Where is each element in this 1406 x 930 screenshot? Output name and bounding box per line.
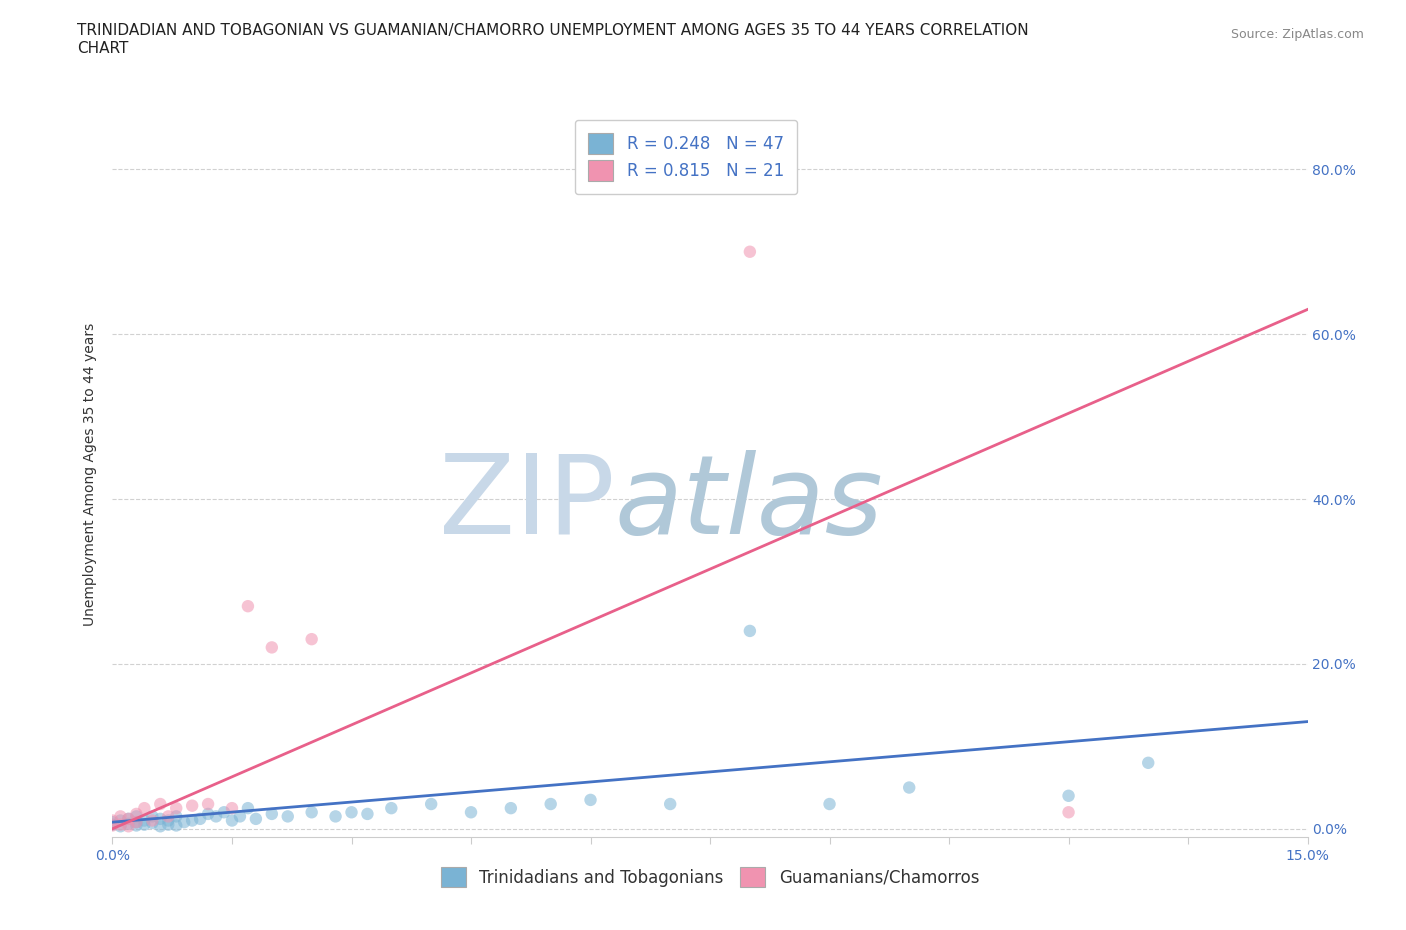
Point — [260, 640, 283, 655]
Point — [134, 801, 156, 816]
Point — [149, 811, 172, 827]
Point — [277, 809, 299, 824]
Point — [197, 806, 219, 821]
Point — [110, 813, 132, 828]
Point — [165, 801, 187, 816]
Point — [141, 816, 163, 830]
Point — [420, 797, 443, 812]
Point — [229, 809, 252, 824]
Point — [117, 817, 139, 831]
Point — [205, 809, 228, 824]
Point — [738, 245, 761, 259]
Point — [165, 809, 187, 824]
Y-axis label: Unemployment Among Ages 35 to 44 years: Unemployment Among Ages 35 to 44 years — [83, 323, 97, 626]
Point — [579, 792, 602, 807]
Point — [101, 815, 124, 830]
Point — [221, 801, 243, 816]
Point — [1057, 789, 1080, 804]
Text: ZIP: ZIP — [439, 450, 614, 557]
Point — [659, 797, 682, 812]
Point — [165, 818, 187, 833]
Point — [125, 818, 148, 833]
Text: atlas: atlas — [614, 450, 883, 557]
Point — [117, 811, 139, 827]
Point — [212, 804, 235, 819]
Point — [173, 815, 195, 830]
Point — [1057, 804, 1080, 819]
Point — [898, 780, 921, 795]
Point — [149, 797, 172, 812]
Point — [181, 798, 204, 813]
Point — [221, 813, 243, 828]
Point — [141, 809, 163, 824]
Legend: Trinidadians and Tobagonians, Guamanians/Chamorros: Trinidadians and Tobagonians, Guamanians… — [434, 860, 986, 894]
Point — [260, 806, 283, 821]
Point — [325, 809, 347, 824]
Point — [540, 797, 562, 812]
Point — [101, 813, 124, 828]
Text: TRINIDADIAN AND TOBAGONIAN VS GUAMANIAN/CHAMORRO UNEMPLOYMENT AMONG AGES 35 TO 4: TRINIDADIAN AND TOBAGONIAN VS GUAMANIAN/… — [77, 23, 1029, 56]
Point — [134, 817, 156, 832]
Point — [125, 806, 148, 821]
Point — [125, 815, 148, 830]
Point — [157, 817, 180, 832]
Point — [340, 804, 363, 819]
Point — [188, 811, 211, 827]
Point — [134, 813, 156, 828]
Point — [101, 817, 124, 832]
Point — [101, 818, 124, 833]
Point — [818, 797, 841, 812]
Point — [236, 801, 259, 816]
Point — [738, 623, 761, 638]
Point — [197, 797, 219, 812]
Point — [110, 817, 132, 832]
Point — [460, 804, 482, 819]
Point — [157, 813, 180, 828]
Point — [110, 809, 132, 824]
Point — [149, 818, 172, 833]
Point — [301, 631, 323, 646]
Point — [1137, 755, 1160, 770]
Point — [141, 813, 163, 828]
Point — [499, 801, 522, 816]
Point — [110, 818, 132, 833]
Point — [245, 811, 267, 827]
Point — [356, 806, 378, 821]
Point — [380, 801, 402, 816]
Point — [117, 811, 139, 827]
Point — [181, 813, 204, 828]
Point — [301, 804, 323, 819]
Point — [236, 599, 259, 614]
Text: Source: ZipAtlas.com: Source: ZipAtlas.com — [1230, 28, 1364, 41]
Point — [157, 809, 180, 824]
Point — [125, 809, 148, 824]
Point — [117, 818, 139, 833]
Point — [125, 815, 148, 830]
